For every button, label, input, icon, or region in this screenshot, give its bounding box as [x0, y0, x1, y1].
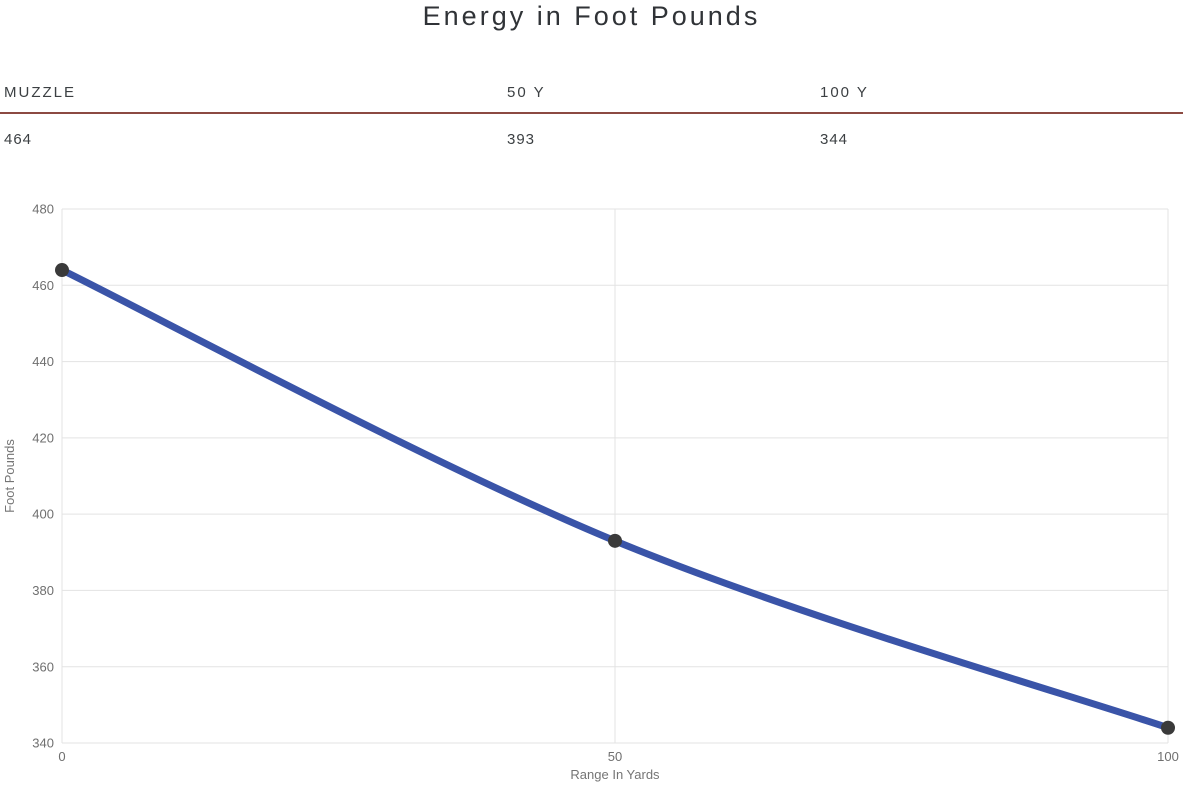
y-tick-label: 380	[32, 583, 54, 598]
y-tick-label: 460	[32, 278, 54, 293]
stats-value-100y: 344	[820, 131, 849, 148]
y-tick-label: 440	[32, 354, 54, 369]
stats-header-50y: 50 Y	[507, 84, 546, 101]
stats-header-100y: 100 Y	[820, 84, 869, 101]
stats-value-50y: 393	[507, 131, 536, 148]
energy-line-chart-svg: 340 360 380 400 420 440 460 480 0 50 100 Foot Pound…	[2, 202, 1179, 782]
stats-header-muzzle: MUZZLE	[4, 84, 76, 101]
y-tick-label: 360	[32, 659, 54, 674]
x-tick-label: 50	[608, 749, 622, 764]
x-axis-title: Range In Yards	[570, 767, 660, 782]
page-title: Energy in Foot Pounds	[422, 1, 761, 31]
y-axis-title: Foot Pounds	[2, 439, 17, 513]
x-tick-label: 100	[1157, 749, 1179, 764]
data-point-marker[interactable]	[55, 263, 69, 278]
y-tick-label: 340	[32, 736, 54, 751]
y-tick-label: 480	[32, 202, 54, 217]
y-tick-label: 420	[32, 430, 54, 445]
data-point-marker[interactable]	[608, 533, 622, 548]
stats-divider-line	[0, 112, 1183, 114]
energy-line-chart: 340 360 380 400 420 440 460 480 0 50 100 Foot Pound…	[0, 187, 1183, 787]
stats-value-muzzle: 464	[4, 131, 33, 148]
data-point-marker[interactable]	[1161, 720, 1175, 735]
y-tick-label: 400	[32, 507, 54, 522]
x-tick-label: 0	[58, 749, 65, 764]
